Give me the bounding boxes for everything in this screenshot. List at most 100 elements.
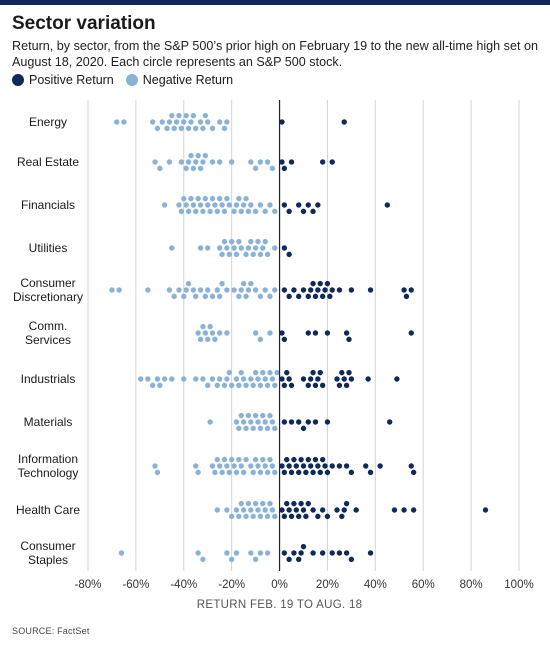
x-tick-label: -40%	[170, 579, 197, 591]
data-point	[262, 419, 268, 425]
data-point	[248, 280, 254, 287]
x-tick-label: 60%	[412, 579, 435, 591]
data-point	[260, 500, 266, 507]
data-point	[236, 513, 242, 520]
data-point	[272, 208, 278, 215]
data-point	[319, 507, 326, 513]
data-point	[281, 382, 288, 389]
data-point	[183, 287, 189, 293]
data-point	[145, 376, 151, 382]
data-point	[272, 469, 278, 476]
data-point	[193, 293, 199, 300]
data-point	[219, 202, 225, 208]
data-point	[245, 500, 252, 507]
data-point	[205, 119, 211, 125]
data-point	[281, 513, 288, 520]
data-point	[286, 507, 292, 513]
data-point	[243, 425, 249, 432]
data-point	[243, 513, 249, 520]
data-point	[341, 507, 347, 513]
data-point	[149, 119, 156, 125]
data-point	[154, 469, 161, 476]
data-point	[205, 287, 211, 293]
data-point	[307, 376, 314, 382]
data-point	[310, 550, 316, 556]
data-point	[214, 507, 220, 513]
data-point	[408, 463, 414, 469]
data-point	[257, 159, 264, 165]
data-point	[336, 463, 343, 469]
data-point	[236, 195, 242, 202]
data-point	[221, 456, 228, 463]
data-point	[245, 412, 252, 419]
data-point	[264, 425, 271, 432]
data-point	[267, 330, 273, 336]
data-point	[305, 293, 311, 300]
data-point	[257, 550, 264, 556]
data-point	[272, 425, 278, 432]
data-point	[209, 330, 216, 336]
data-point	[252, 208, 259, 215]
data-point	[195, 195, 201, 202]
data-point	[296, 469, 302, 476]
data-point	[377, 463, 383, 469]
data-point	[200, 159, 206, 165]
data-point	[343, 463, 350, 469]
data-point	[367, 550, 374, 556]
data-point	[161, 376, 168, 382]
data-point	[245, 208, 252, 215]
data-point	[250, 382, 256, 389]
data-point	[207, 323, 213, 330]
data-point	[322, 463, 328, 469]
data-point	[157, 165, 163, 172]
data-point	[281, 202, 288, 208]
data-point	[315, 513, 321, 520]
data-point	[245, 287, 252, 293]
chart-subtitle: Return, by sector, from the S&P 500’s pr…	[12, 39, 538, 69]
legend-item-positive: Positive Return	[12, 73, 114, 87]
x-tick-label: 100%	[504, 579, 533, 591]
chart-title: Sector variation	[12, 13, 156, 34]
data-point	[245, 245, 252, 251]
data-point	[260, 456, 266, 463]
data-point	[248, 202, 254, 208]
data-point	[403, 293, 410, 300]
data-point	[288, 469, 295, 476]
data-point	[181, 293, 187, 300]
data-point	[296, 419, 302, 425]
data-point	[178, 125, 185, 132]
data-point	[190, 287, 197, 293]
data-point	[214, 208, 220, 215]
data-point	[334, 507, 340, 513]
data-point	[226, 469, 232, 476]
data-point	[161, 202, 168, 208]
data-point	[200, 125, 206, 132]
data-point	[343, 500, 350, 507]
data-point	[200, 208, 206, 215]
data-point	[310, 507, 316, 513]
data-point	[190, 202, 197, 208]
data-point	[185, 208, 192, 215]
data-point	[315, 202, 321, 208]
data-point	[281, 165, 288, 172]
data-point	[193, 376, 199, 382]
data-point	[255, 376, 261, 382]
data-point	[197, 245, 204, 251]
data-point	[195, 469, 201, 476]
data-point	[303, 469, 309, 476]
data-point	[343, 550, 350, 556]
data-point	[315, 287, 321, 293]
data-point	[109, 287, 115, 293]
data-point	[300, 208, 307, 215]
data-point	[149, 382, 156, 389]
data-point	[401, 287, 407, 293]
data-point	[216, 245, 223, 251]
data-point	[279, 330, 285, 336]
data-point	[296, 202, 302, 208]
legend-label-positive: Positive Return	[29, 73, 114, 87]
data-point	[255, 419, 261, 425]
data-point	[197, 165, 204, 172]
data-point	[166, 119, 173, 125]
data-point	[288, 382, 295, 389]
data-point	[205, 245, 211, 251]
